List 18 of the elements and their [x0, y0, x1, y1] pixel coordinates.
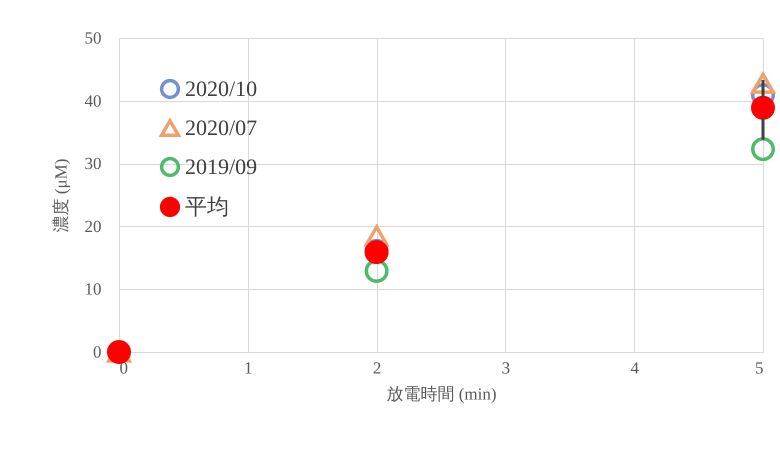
legend-label: 2020/10	[185, 76, 258, 101]
x-tick-label: 3	[502, 358, 510, 378]
x-tick-label: 0	[120, 358, 128, 378]
y-tick-label: 10	[84, 280, 102, 299]
x-tick-label: 4	[630, 358, 640, 378]
legend-label: 2020/07	[185, 115, 258, 140]
y-tick-label: 20	[84, 216, 102, 236]
y-tick-label: 40	[84, 91, 102, 110]
x-tick-label: 2	[372, 358, 382, 378]
legend-label: 2019/09	[185, 154, 258, 179]
x-axis-title: 放電時間 (min)	[386, 384, 497, 404]
y-tick-label: 30	[84, 154, 102, 174]
y-axis-title: 濃度 (μM)	[52, 158, 70, 232]
x-tick-label: 5	[755, 358, 764, 378]
x-tick-label: 1	[244, 358, 253, 378]
y-tick-label: 50	[84, 28, 102, 48]
legend-label: 平均	[185, 194, 229, 219]
y-tick-label: 0	[93, 342, 102, 362]
